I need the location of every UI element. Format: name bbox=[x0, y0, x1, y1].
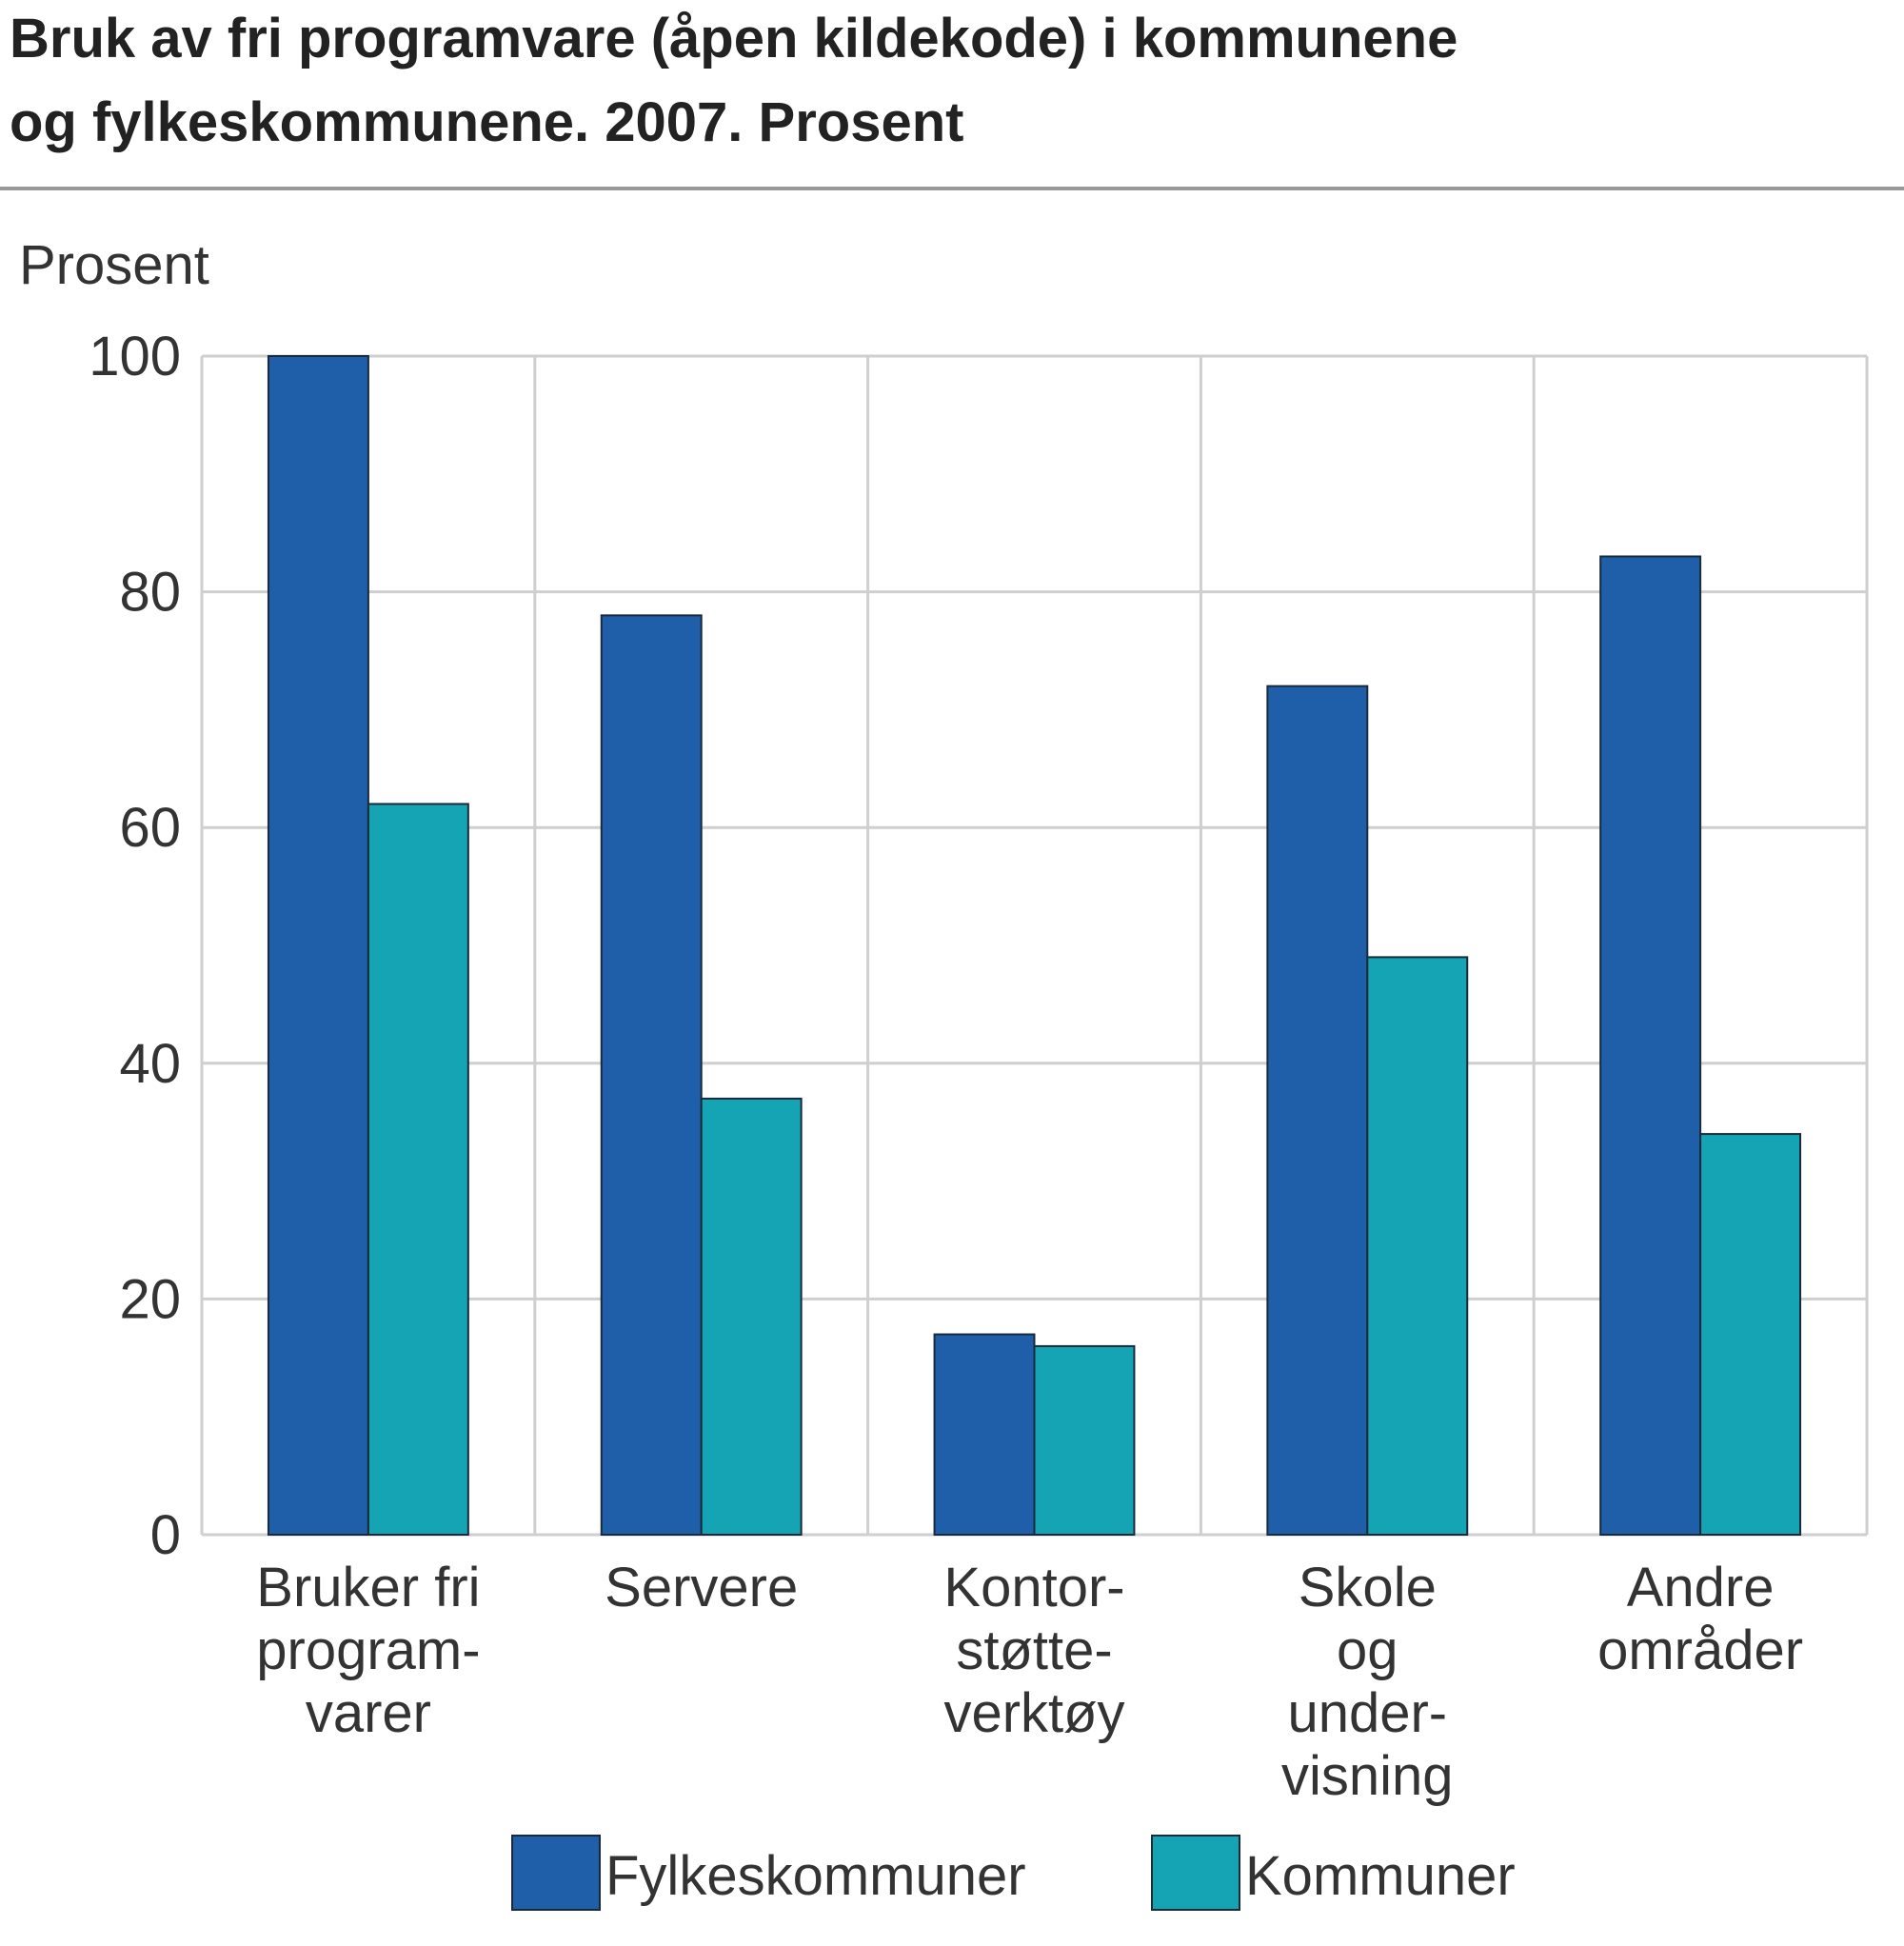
chart-title-line-2: og fylkeskommunene. 2007. Prosent bbox=[10, 91, 963, 153]
bar-kommuner-0 bbox=[367, 803, 469, 1536]
y-tick-label: 40 bbox=[119, 1033, 181, 1095]
x-tick-label: støtte- bbox=[956, 1619, 1112, 1681]
x-tick-label: Bruker fri bbox=[256, 1557, 480, 1618]
x-tick-label: verktøy bbox=[943, 1682, 1124, 1744]
x-tick-label: varer bbox=[306, 1682, 431, 1744]
y-tick-label: 0 bbox=[150, 1504, 181, 1566]
legend-swatch-kommuner bbox=[1151, 1835, 1240, 1911]
y-tick-label: 60 bbox=[119, 797, 181, 859]
legend-label-fylkeskommuner: Fylkeskommuner bbox=[605, 1845, 1026, 1907]
y-tick-label: 20 bbox=[119, 1268, 181, 1330]
y-tick-label: 80 bbox=[119, 562, 181, 624]
x-tick-label: visning bbox=[1281, 1745, 1454, 1807]
x-tick-label: program- bbox=[256, 1619, 480, 1681]
x-tick-label: og bbox=[1337, 1619, 1398, 1681]
bar-kommuner-4 bbox=[1699, 1133, 1802, 1536]
chart-title-line-1: Bruk av fri programvare (åpen kildekode)… bbox=[10, 8, 1458, 70]
bar-kommuner-3 bbox=[1366, 956, 1469, 1536]
x-tick-label: Kontor- bbox=[943, 1557, 1124, 1618]
x-tick-label: Skole bbox=[1299, 1557, 1437, 1618]
bar-fylkeskommuner-4 bbox=[1599, 555, 1702, 1537]
bar-fylkeskommuner-2 bbox=[933, 1333, 1036, 1537]
x-tick-label: områder bbox=[1597, 1619, 1803, 1681]
bar-kommuner-2 bbox=[1033, 1344, 1136, 1537]
bar-fylkeskommuner-0 bbox=[267, 355, 369, 1536]
y-tick-label: 100 bbox=[89, 326, 181, 387]
legend-label-kommuner: Kommuner bbox=[1245, 1845, 1516, 1907]
legend-swatch-fylkeskommuner bbox=[511, 1835, 601, 1911]
x-tick-label: under- bbox=[1287, 1682, 1447, 1744]
x-tick-label: Servere bbox=[605, 1557, 798, 1618]
bar-fylkeskommuner-1 bbox=[600, 614, 703, 1536]
bar-kommuner-1 bbox=[700, 1097, 803, 1536]
y-axis-label: Prosent bbox=[19, 234, 209, 296]
bar-fylkeskommuner-3 bbox=[1266, 685, 1369, 1536]
x-tick-label: Andre bbox=[1627, 1557, 1775, 1618]
